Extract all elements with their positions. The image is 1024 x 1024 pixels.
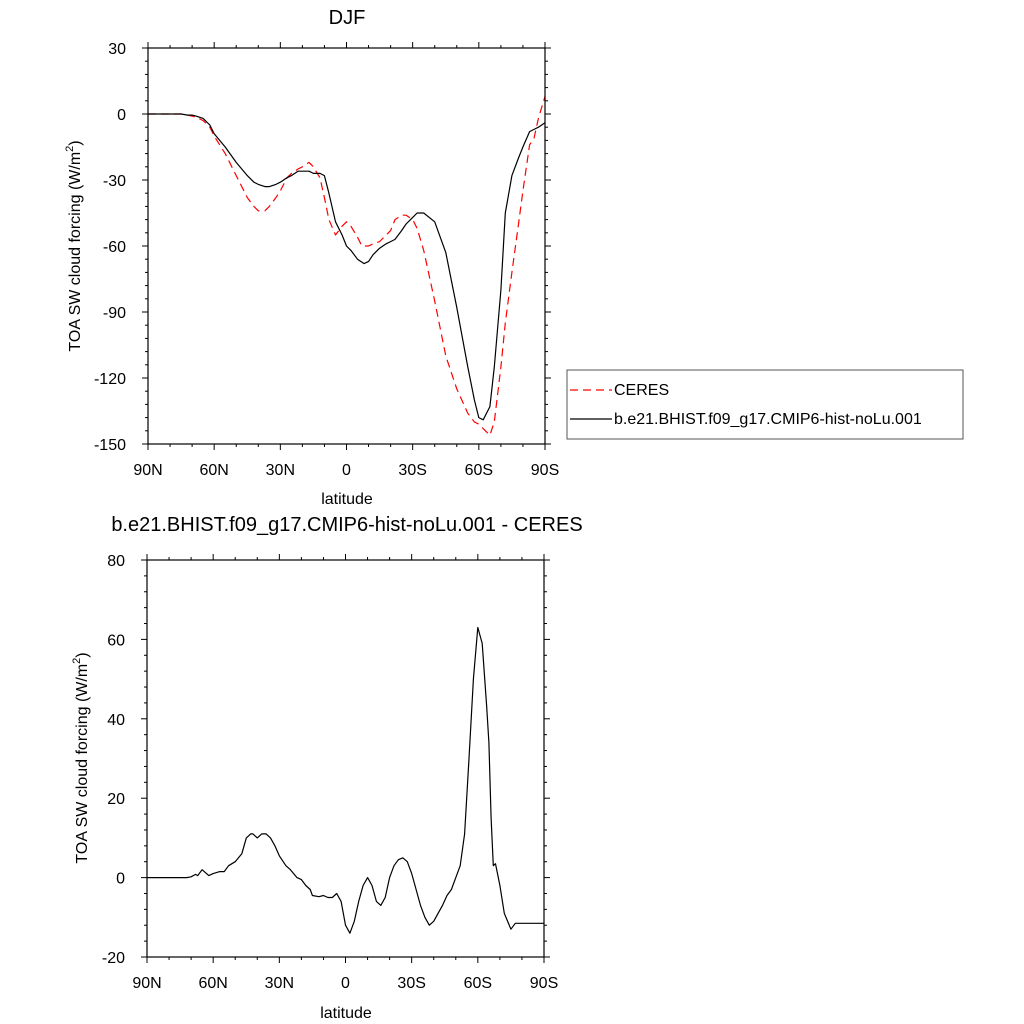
bottom-x-tick-label: 30S: [397, 975, 425, 992]
top-x-tick-label: 30N: [266, 462, 295, 479]
bottom-series-line-b-e21-bhist-f09-g17-cmip6-hist-nolu-001-ceres: [147, 626, 544, 934]
bottom-x-tick-label: 90S: [530, 975, 558, 992]
bottom-chart-title: b.e21.BHIST.f09_g17.CMIP6-hist-noLu.001 …: [111, 514, 582, 536]
top-y-tick-label: -90: [103, 305, 126, 322]
top-y-tick-label: 0: [117, 107, 126, 124]
top-y-tick-label: 30: [108, 41, 126, 58]
top-chart-ylabel: TOA SW cloud forcing (W/m2): [64, 140, 84, 351]
bottom-x-tick-label: 60S: [464, 975, 492, 992]
top-y-tick-label: -60: [103, 239, 126, 256]
top-chart-frame: [147, 47, 546, 445]
top-x-tick-label: 60N: [199, 462, 228, 479]
bottom-y-tick-label: 80: [107, 553, 125, 570]
top-x-tick-label: 60S: [465, 462, 493, 479]
bottom-y-tick-label: 0: [116, 871, 125, 888]
top-chart-panel: DJF TOA SW cloud forcing (W/m2) latitude…: [64, 7, 964, 508]
top-chart-xlabel: latitude: [321, 491, 373, 508]
bottom-y-tick-label: 20: [107, 791, 125, 808]
bottom-chart-xlabel: latitude: [320, 1005, 372, 1022]
bottom-x-tick-label: 30N: [265, 975, 294, 992]
bottom-chart-frame: [146, 559, 545, 958]
bottom-y-tick-label: 60: [107, 632, 125, 649]
legend-label-model: b.e21.BHIST.f09_g17.CMIP6-hist-noLu.001: [614, 411, 922, 428]
bottom-chart-ylabel: TOA SW cloud forcing (W/m2): [71, 652, 91, 863]
top-x-tick-label: 0: [342, 462, 351, 479]
top-series-line-ceres: [148, 96, 546, 436]
top-y-tick-label: -120: [94, 371, 126, 388]
top-y-tick-label: -30: [103, 173, 126, 190]
bottom-x-tick-label: 0: [341, 975, 350, 992]
top-x-tick-label: 90N: [133, 462, 162, 479]
bottom-y-tick-label: 40: [107, 712, 125, 729]
bottom-y-tick-label: -20: [102, 950, 125, 967]
bottom-x-tick-label: 90N: [132, 975, 161, 992]
top-x-tick-label: 30S: [398, 462, 426, 479]
top-series-line-b-e21-bhist-f09-g17-cmip6-hist-nolu-001: [148, 113, 546, 421]
top-x-tick-label: 90S: [531, 462, 559, 479]
top-y-tick-label: -150: [94, 437, 126, 454]
legend-label-ceres: CERES: [614, 382, 669, 399]
legend: CERES b.e21.BHIST.f09_g17.CMIP6-hist-noL…: [566, 369, 964, 440]
bottom-x-tick-label: 60N: [198, 975, 227, 992]
top-chart-title: DJF: [329, 7, 366, 29]
legend-box: [566, 369, 964, 440]
bottom-chart-panel: b.e21.BHIST.f09_g17.CMIP6-hist-noLu.001 …: [71, 514, 583, 1022]
